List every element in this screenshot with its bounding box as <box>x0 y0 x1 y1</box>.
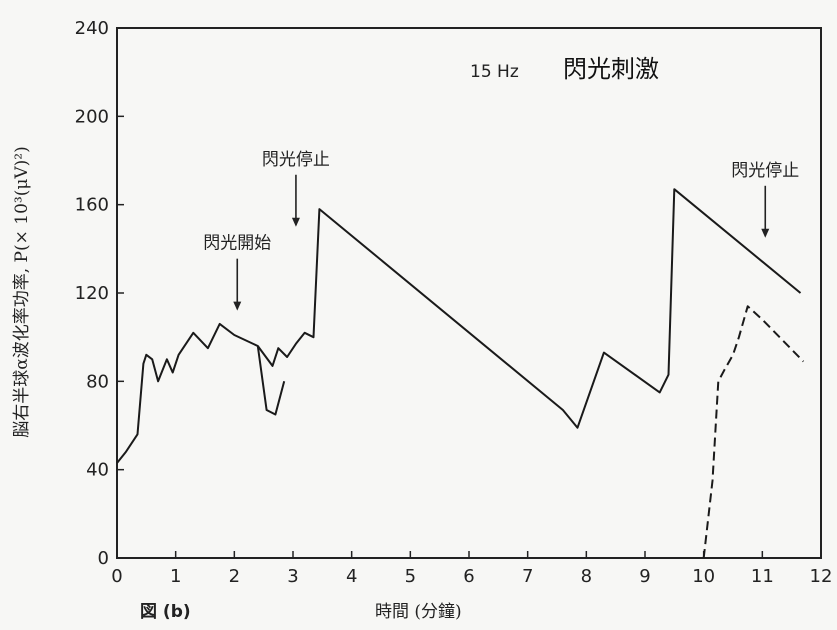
x-tick-label: 12 <box>810 566 833 587</box>
series-line-3 <box>702 305 805 559</box>
arrow-head-icon <box>761 228 770 238</box>
x-tick-label: 4 <box>346 566 357 587</box>
arrow-head-icon <box>291 217 300 227</box>
y-tick-label: 160 <box>75 195 109 216</box>
y-tick-label: 200 <box>75 106 109 127</box>
annotation-label: 閃光停止 <box>262 150 330 170</box>
x-tick-label: 1 <box>170 566 181 587</box>
x-tick-label: 5 <box>405 566 416 587</box>
series-line-1 <box>116 188 802 464</box>
figure-label: 図 (b) <box>140 602 191 622</box>
chart-title: 閃光刺激 <box>563 55 659 83</box>
x-tick-label: 2 <box>229 566 240 587</box>
x-tick-label: 9 <box>639 566 650 587</box>
x-tick-label: 0 <box>111 566 122 587</box>
arrow-head-icon <box>233 301 242 311</box>
x-tick-label: 10 <box>692 566 715 587</box>
x-tick-label: 7 <box>522 566 533 587</box>
annotation-label: 閃光停止 <box>731 161 799 181</box>
annotation-label: 閃光開始 <box>203 234 271 254</box>
y-tick-label: 0 <box>98 548 109 569</box>
x-tick-label: 8 <box>581 566 592 587</box>
y-axis-label: 脳右半球α波化率功率, P(× 10³(μV)²) <box>12 146 32 438</box>
y-tick-label: 80 <box>86 371 109 392</box>
y-tick-label: 120 <box>75 283 109 304</box>
y-tick-label: 240 <box>75 18 109 39</box>
y-tick-label: 40 <box>86 460 109 481</box>
x-tick-label: 11 <box>751 566 774 587</box>
series-line-2 <box>256 345 286 416</box>
x-tick-label: 3 <box>287 566 298 587</box>
plot-frame <box>116 27 822 559</box>
x-tick-label: 6 <box>463 566 474 587</box>
x-axis-label: 時間 (分鐘) <box>375 602 462 622</box>
frequency-label: 15 Hz <box>470 62 519 82</box>
